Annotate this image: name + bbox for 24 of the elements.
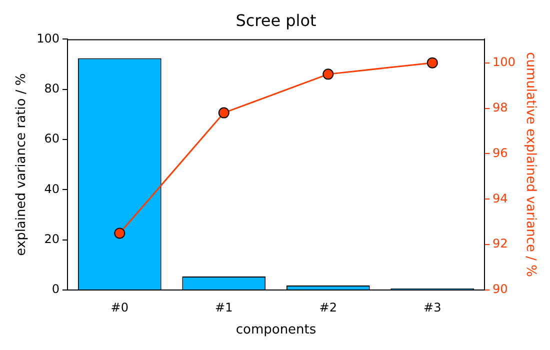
- point: [218, 107, 230, 118]
- y-tick-label: 20: [44, 232, 60, 246]
- point: [114, 228, 126, 239]
- point: [426, 57, 438, 68]
- y-tick-label: 40: [44, 182, 60, 196]
- y-tick-label: 60: [44, 132, 60, 146]
- x-tick-label: #0: [110, 300, 128, 314]
- y-tick-label: 100: [36, 31, 60, 46]
- y2-axis-title: cumulative explained variance / %: [522, 52, 538, 278]
- chart-title: Scree plot: [236, 10, 316, 30]
- y2-tick-label: 100: [492, 54, 516, 69]
- y2-tick-label: 96: [492, 146, 508, 160]
- x-tick-label: #1: [215, 300, 233, 314]
- y2-tick-label: 90: [492, 282, 508, 296]
- y2-tick-label: 94: [492, 191, 508, 206]
- x-tick-label: #3: [424, 300, 442, 314]
- x-axis-title: components: [236, 322, 316, 338]
- x-tick-label: #2: [319, 300, 337, 314]
- y-tick-label: 0: [52, 282, 60, 296]
- point: [322, 68, 334, 80]
- y-axis-title: explained variance ratio / %: [14, 73, 30, 256]
- y2-tick-label: 92: [492, 236, 508, 251]
- y2-tick-label: 98: [492, 100, 508, 114]
- y-tick-label: 80: [44, 81, 60, 96]
